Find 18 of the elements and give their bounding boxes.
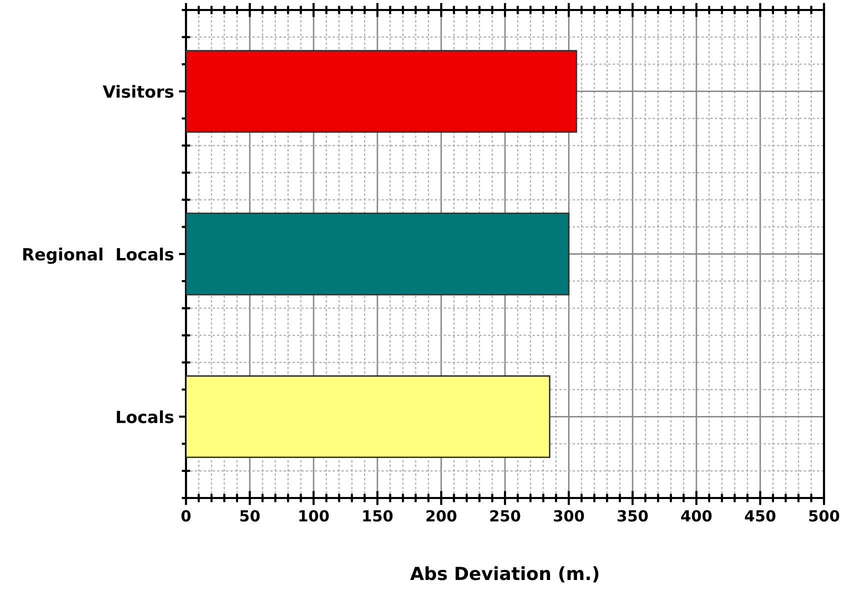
x-tick-label: 450 xyxy=(744,510,776,522)
bar xyxy=(186,212,570,296)
x-tick-label: 0 xyxy=(181,510,191,522)
bar xyxy=(186,50,578,133)
x-tick-label: 100 xyxy=(299,510,329,522)
x-tick-label: 300 xyxy=(554,510,584,522)
x-tick-label: 200 xyxy=(426,510,456,522)
y-tick-label: Visitors xyxy=(102,85,174,98)
x-axis-title: Abs Deviation (m.) xyxy=(410,566,598,582)
x-tick-label: 250 xyxy=(490,510,520,522)
x-tick-label: 350 xyxy=(618,510,648,522)
x-tick-label: 50 xyxy=(240,510,260,522)
x-tick-label: 500 xyxy=(809,510,840,522)
bar xyxy=(186,375,550,458)
y-tick-label: Regional Locals xyxy=(23,248,174,264)
y-tick-label: Locals xyxy=(116,410,174,424)
x-tick-label: 150 xyxy=(363,510,393,522)
x-tick-label: 400 xyxy=(681,510,712,522)
